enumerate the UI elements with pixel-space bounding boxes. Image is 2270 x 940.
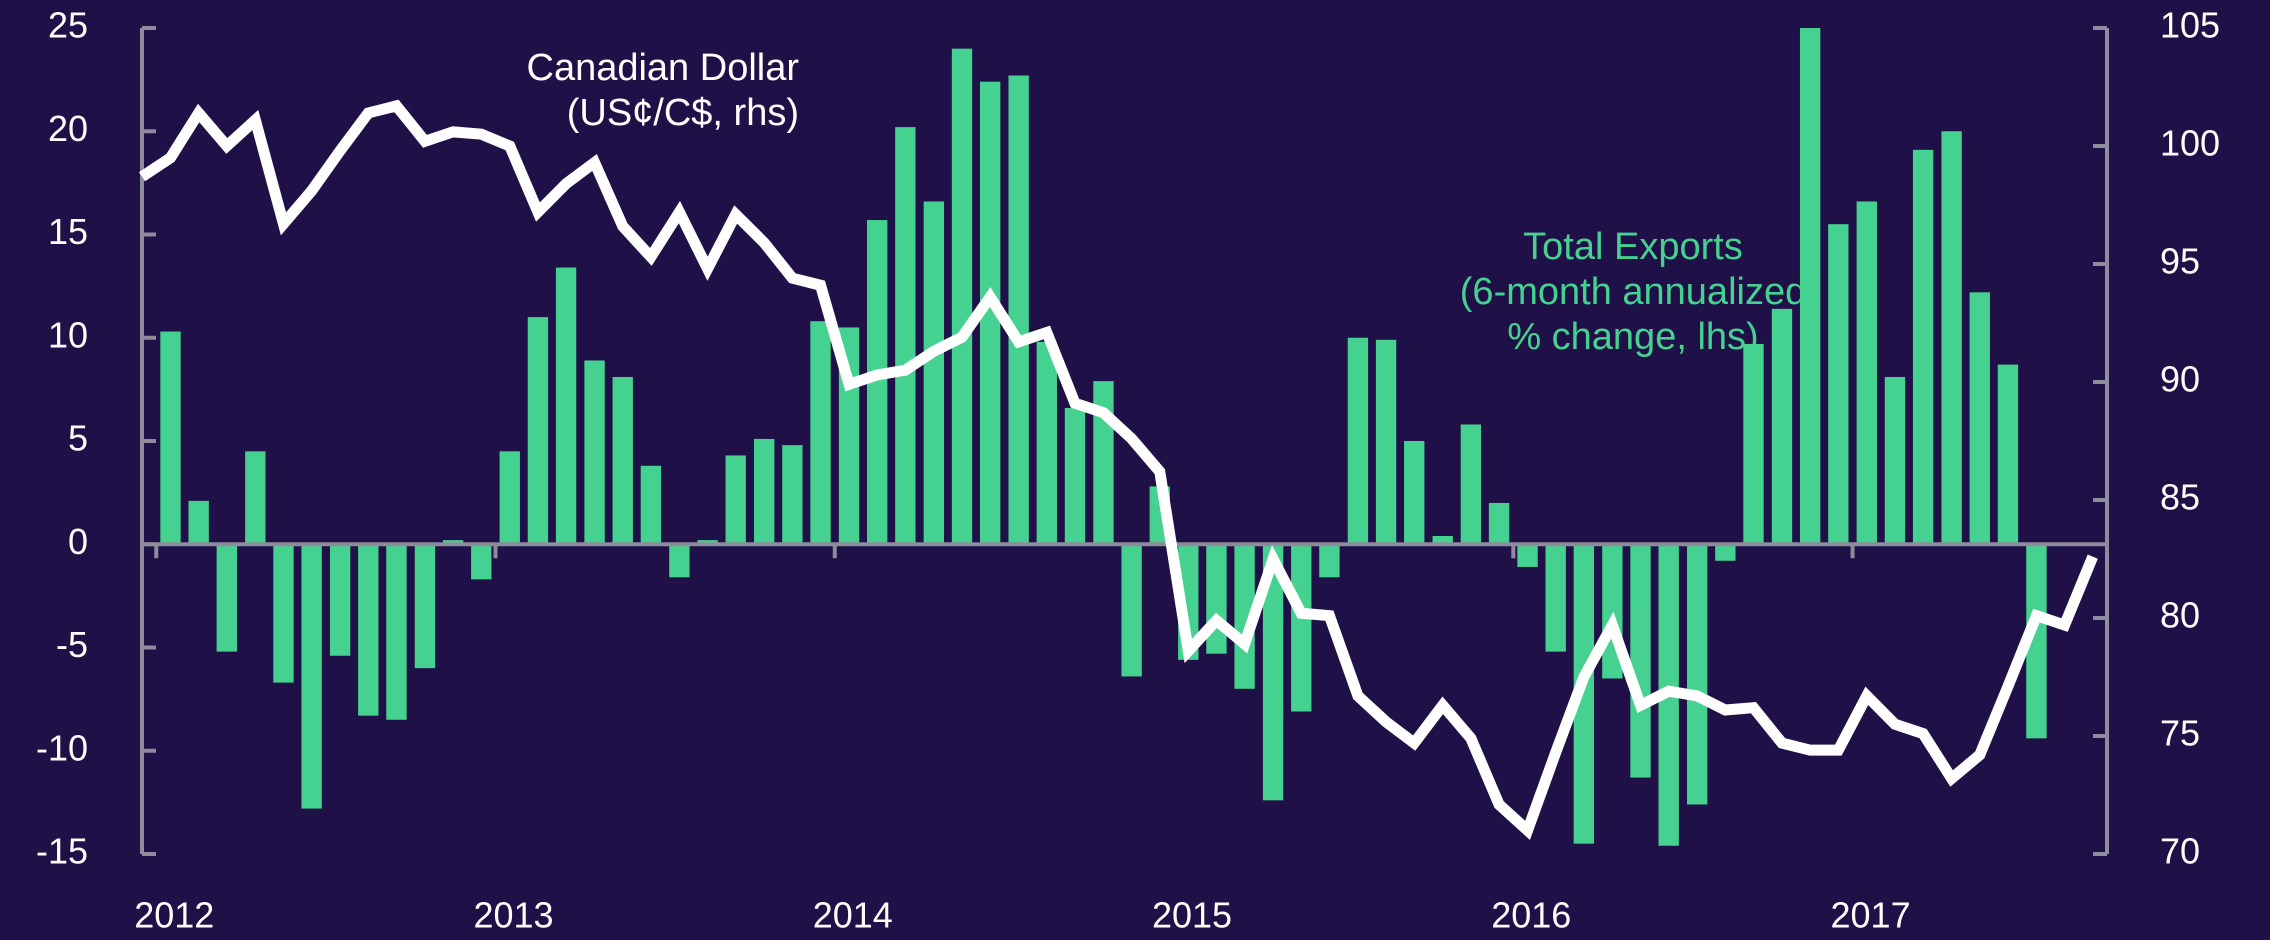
bar	[499, 451, 520, 545]
bar	[1715, 544, 1736, 561]
y2-tick-label: 75	[2160, 713, 2200, 754]
x-tick-label: 2013	[473, 895, 553, 936]
bar	[160, 331, 181, 545]
y-tick-label: 10	[48, 314, 88, 355]
bar	[1460, 424, 1482, 545]
bar	[612, 376, 633, 545]
bar	[1941, 131, 1962, 545]
bar	[867, 220, 888, 545]
y-tick-label: 15	[48, 211, 88, 252]
x-tick-label: 2017	[1831, 895, 1911, 936]
bar	[2026, 544, 2047, 739]
bar	[1545, 544, 1566, 652]
annotation: Canadian Dollar	[527, 47, 800, 89]
bar	[782, 445, 803, 545]
y2-tick-label: 80	[2160, 595, 2200, 636]
bar	[1404, 441, 1425, 545]
x-tick-label: 2014	[813, 895, 893, 936]
bar	[1743, 343, 1764, 545]
y2-tick-label: 105	[2160, 5, 2220, 46]
bar	[584, 360, 605, 545]
bar	[1969, 292, 1990, 545]
bar	[1517, 544, 1538, 567]
bar	[216, 544, 237, 652]
bar	[1573, 544, 1595, 844]
bar	[301, 544, 322, 809]
y-tick-label: -15	[36, 831, 88, 872]
bar	[923, 201, 945, 545]
bar	[1347, 337, 1369, 545]
bar	[979, 81, 1001, 545]
bar	[329, 544, 351, 656]
bar	[697, 540, 718, 545]
bar	[1884, 376, 1906, 545]
x-tick-label: 2012	[134, 895, 214, 936]
y2-tick-label: 100	[2160, 123, 2220, 164]
bar	[895, 127, 916, 545]
bar	[1375, 339, 1397, 545]
y-tick-label: -5	[56, 624, 88, 665]
annotation: Total Exports	[1523, 226, 1743, 268]
bar	[810, 321, 831, 545]
bar	[1771, 308, 1793, 545]
bar	[669, 544, 690, 578]
bar	[1828, 224, 1849, 545]
annotation: (6-month annualized	[1460, 271, 1806, 313]
bar	[188, 500, 209, 545]
bar	[1121, 544, 1142, 677]
annotation: % change, lhs)	[1507, 316, 1758, 358]
bar	[527, 317, 549, 545]
bar	[273, 544, 294, 683]
annotation: (US¢/C$, rhs)	[567, 92, 799, 134]
bar	[555, 267, 577, 545]
bar	[1856, 201, 1877, 545]
bar	[414, 544, 436, 669]
bar	[1432, 535, 1453, 545]
bar	[358, 544, 379, 716]
x-tick-label: 2015	[1152, 895, 1232, 936]
bar	[1912, 149, 1934, 545]
bar	[1630, 544, 1651, 778]
bar	[1234, 544, 1255, 689]
y2-tick-label: 90	[2160, 359, 2200, 400]
y2-tick-label: 70	[2160, 831, 2200, 872]
bar	[1008, 75, 1029, 545]
bar	[1036, 341, 1057, 545]
bar	[1262, 544, 1284, 801]
bar	[245, 451, 266, 545]
bar	[1799, 28, 1821, 545]
y2-tick-label: 95	[2160, 241, 2200, 282]
bar	[1291, 544, 1312, 712]
y-tick-label: -10	[36, 727, 88, 768]
y2-tick-label: 85	[2160, 477, 2200, 518]
bar	[951, 48, 973, 545]
bar	[1206, 544, 1227, 654]
x-tick-label: 2016	[1491, 895, 1571, 936]
bar	[1686, 544, 1708, 805]
bar	[754, 438, 775, 545]
y-tick-label: 25	[48, 5, 88, 46]
bar	[1997, 364, 2019, 545]
bar	[640, 465, 662, 545]
y-tick-label: 0	[68, 521, 88, 562]
bar	[386, 544, 407, 720]
y-tick-label: 5	[68, 418, 88, 459]
y-tick-label: 20	[48, 108, 88, 149]
bar	[442, 540, 464, 545]
bar	[1319, 544, 1340, 578]
bar	[725, 455, 746, 545]
line	[138, 99, 2098, 841]
bar	[1064, 407, 1086, 545]
bar	[471, 544, 492, 580]
bar	[1488, 502, 1510, 545]
